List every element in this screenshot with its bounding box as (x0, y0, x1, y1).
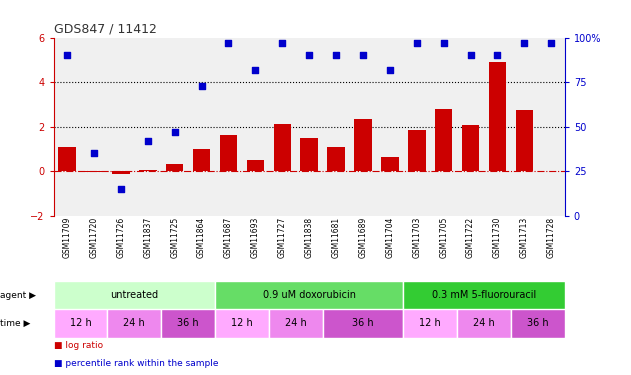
Bar (193, 149, 210, 171)
Text: time ▶: time ▶ (0, 319, 30, 328)
Text: 0.3 mM 5-fluorouracil: 0.3 mM 5-fluorouracil (432, 290, 536, 300)
Point (89, 150, 99, 156)
Bar (166, 164, 184, 171)
Bar (112, 171, 129, 174)
Bar (54, 309, 107, 338)
Text: ■ percentile rank within the sample: ■ percentile rank within the sample (54, 359, 218, 368)
Point (492, 53, 502, 58)
Point (519, 40, 529, 46)
Point (116, 186, 126, 192)
Text: 12 h: 12 h (231, 318, 253, 328)
Bar (139, 170, 156, 171)
Bar (457, 309, 511, 338)
Text: 12 h: 12 h (420, 318, 441, 328)
Point (196, 82, 206, 88)
Point (546, 40, 557, 46)
Bar (403, 309, 457, 338)
Text: 24 h: 24 h (124, 318, 145, 328)
Point (439, 40, 449, 46)
Text: 36 h: 36 h (352, 318, 374, 328)
Point (358, 53, 368, 58)
Bar (327, 147, 345, 171)
Point (277, 40, 287, 46)
Bar (435, 109, 452, 171)
Point (62, 53, 72, 58)
Bar (408, 130, 425, 171)
Text: 36 h: 36 h (177, 318, 199, 328)
Point (170, 129, 180, 135)
Point (466, 53, 476, 58)
Point (251, 67, 261, 73)
Point (331, 53, 341, 58)
Point (223, 40, 233, 46)
Point (385, 67, 395, 73)
Bar (107, 309, 162, 338)
Point (412, 40, 422, 46)
Bar (220, 135, 237, 171)
Bar (381, 157, 399, 171)
Text: 24 h: 24 h (473, 318, 495, 328)
Text: 0.9 uM doxorubicin: 0.9 uM doxorubicin (262, 290, 356, 300)
Text: 36 h: 36 h (527, 318, 549, 328)
Bar (54, 281, 215, 309)
Bar (247, 160, 264, 171)
Bar (511, 309, 565, 338)
Text: 24 h: 24 h (285, 318, 307, 328)
Text: GDS847 / 11412: GDS847 / 11412 (54, 22, 156, 36)
Bar (85, 171, 103, 172)
Bar (215, 281, 403, 309)
Bar (269, 309, 322, 338)
Bar (215, 309, 269, 338)
Bar (322, 309, 403, 338)
Bar (462, 126, 480, 171)
Bar (58, 147, 76, 171)
Bar (489, 62, 506, 171)
Bar (274, 124, 291, 171)
Bar (516, 110, 533, 171)
Point (304, 53, 314, 58)
Text: ■ log ratio: ■ log ratio (54, 341, 103, 350)
Text: agent ▶: agent ▶ (0, 291, 36, 300)
Bar (354, 119, 372, 171)
Text: 12 h: 12 h (69, 318, 91, 328)
Text: untreated: untreated (110, 290, 158, 300)
Bar (300, 138, 318, 171)
Bar (162, 309, 215, 338)
Point (143, 138, 153, 144)
Bar (403, 281, 565, 309)
